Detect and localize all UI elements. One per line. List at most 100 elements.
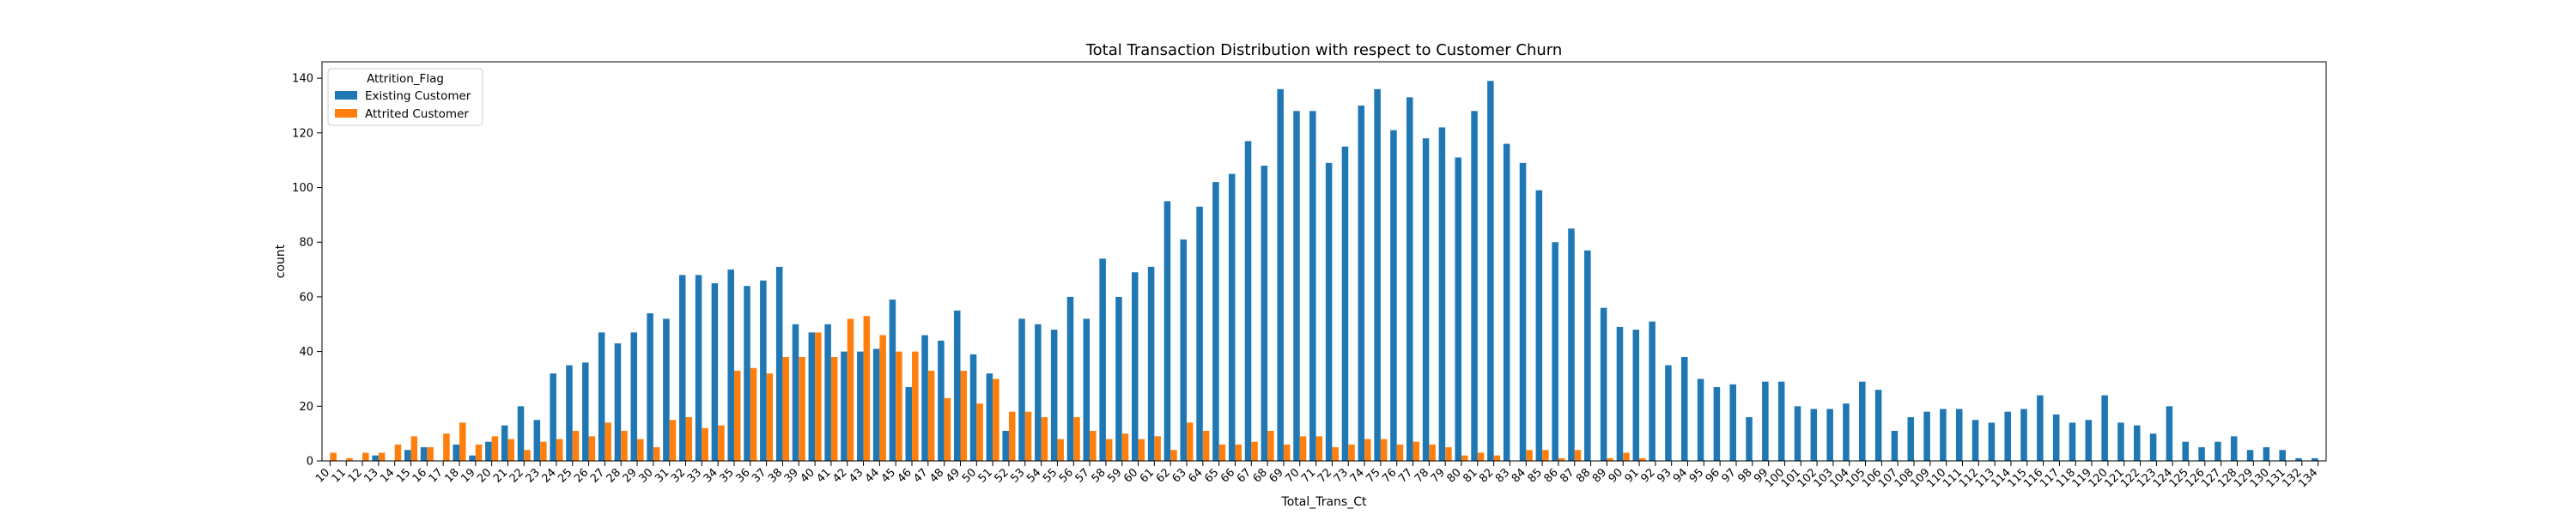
bar-existing-42 bbox=[841, 351, 848, 461]
bar-existing-39 bbox=[792, 324, 799, 461]
bar-existing-69 bbox=[1277, 88, 1284, 462]
y-axis: 0 20 40 60 80 100 120 140 bbox=[292, 73, 322, 469]
bar-existing-121 bbox=[2117, 422, 2124, 461]
bar-attrited-15 bbox=[410, 436, 418, 461]
bar-existing-36 bbox=[744, 286, 750, 461]
x-axis: 1011121314151617181920212223242526272829… bbox=[313, 461, 2320, 490]
bar-existing-99 bbox=[1762, 381, 1769, 461]
bar-attrited-53 bbox=[1024, 411, 1032, 461]
bar-existing-134 bbox=[2312, 457, 2318, 461]
bar-existing-130 bbox=[2263, 447, 2270, 461]
bar-existing-79 bbox=[1438, 127, 1446, 461]
bar-attrited-52 bbox=[1008, 411, 1016, 461]
bar-attrited-36 bbox=[750, 367, 757, 461]
bar-existing-75 bbox=[1374, 88, 1381, 462]
bar-existing-110 bbox=[1940, 409, 1947, 461]
bar-existing-88 bbox=[1584, 250, 1591, 461]
bar-attrited-30 bbox=[653, 447, 660, 461]
bar-existing-90 bbox=[1616, 326, 1624, 461]
bar-existing-102 bbox=[1810, 409, 1818, 461]
bar-attrited-39 bbox=[799, 356, 805, 461]
bar-attrited-44 bbox=[879, 335, 886, 461]
y-tick-label: 20 bbox=[299, 401, 313, 414]
bar-attrited-62 bbox=[1170, 450, 1177, 461]
bar-attrited-81 bbox=[1477, 452, 1485, 461]
bar-existing-43 bbox=[857, 351, 864, 461]
bar-existing-65 bbox=[1212, 182, 1219, 461]
bar-existing-19 bbox=[469, 455, 476, 461]
legend-swatch-attrited bbox=[335, 109, 357, 118]
bar-existing-108 bbox=[1907, 417, 1915, 461]
bar-existing-47 bbox=[921, 335, 928, 461]
bar-attrited-47 bbox=[927, 370, 935, 461]
bar-attrited-31 bbox=[669, 420, 677, 461]
bar-existing-71 bbox=[1309, 111, 1316, 461]
bar-existing-94 bbox=[1680, 356, 1688, 461]
bar-existing-38 bbox=[775, 266, 783, 461]
legend-label-existing: Existing Customer bbox=[365, 89, 471, 103]
bar-attrited-45 bbox=[896, 351, 902, 461]
bar-existing-49 bbox=[953, 310, 961, 461]
bar-existing-62 bbox=[1163, 201, 1171, 461]
bar-attrited-70 bbox=[1299, 436, 1307, 461]
bar-existing-78 bbox=[1422, 138, 1430, 461]
bar-existing-22 bbox=[517, 406, 525, 461]
bar-existing-128 bbox=[2230, 436, 2238, 461]
bar-attrited-91 bbox=[1639, 457, 1646, 461]
bar-existing-46 bbox=[905, 387, 913, 461]
bar-attrited-64 bbox=[1202, 430, 1210, 461]
bar-existing-100 bbox=[1777, 381, 1785, 461]
bar-existing-40 bbox=[808, 332, 816, 461]
bar-existing-32 bbox=[678, 275, 686, 461]
bar-existing-74 bbox=[1358, 105, 1365, 462]
bar-existing-70 bbox=[1293, 111, 1300, 461]
bar-existing-41 bbox=[824, 324, 831, 461]
bar-existing-103 bbox=[1826, 409, 1833, 461]
y-tick-label: 120 bbox=[292, 127, 313, 140]
bar-attrited-33 bbox=[702, 427, 708, 461]
bar-attrited-22 bbox=[524, 450, 531, 461]
bar-attrited-56 bbox=[1073, 417, 1080, 461]
bar-existing-93 bbox=[1665, 365, 1672, 461]
bar-existing-59 bbox=[1115, 296, 1122, 461]
bar-existing-35 bbox=[727, 270, 734, 461]
bar-existing-126 bbox=[2198, 447, 2205, 461]
bar-existing-114 bbox=[2004, 411, 2011, 461]
chart-title: Total Transaction Distribution with resp… bbox=[1085, 41, 1563, 59]
plot-frame bbox=[321, 61, 2327, 462]
bar-existing-27 bbox=[598, 332, 605, 461]
bar-existing-82 bbox=[1487, 81, 1494, 461]
bar-existing-105 bbox=[1859, 381, 1866, 461]
bar-existing-33 bbox=[695, 275, 702, 461]
bar-existing-107 bbox=[1891, 430, 1899, 461]
bar-attrited-80 bbox=[1461, 455, 1468, 461]
x-axis-label: Total_Trans_Ct bbox=[1281, 495, 1367, 509]
bar-existing-31 bbox=[663, 318, 670, 461]
bar-existing-73 bbox=[1341, 146, 1349, 461]
bar-attrited-26 bbox=[588, 436, 596, 461]
bar-existing-45 bbox=[889, 300, 896, 461]
y-tick-label: 140 bbox=[292, 73, 313, 86]
y-tick-label: 60 bbox=[299, 291, 313, 304]
bar-existing-28 bbox=[614, 343, 622, 461]
bar-attrited-32 bbox=[685, 417, 693, 461]
bar-attrited-19 bbox=[475, 444, 483, 461]
bar-attrited-24 bbox=[556, 439, 563, 461]
bar-attrited-34 bbox=[718, 425, 725, 461]
bar-attrited-23 bbox=[540, 441, 547, 461]
y-axis-label: count bbox=[274, 244, 288, 278]
bar-attrited-85 bbox=[1542, 450, 1549, 461]
bar-attrited-42 bbox=[847, 318, 854, 461]
bar-existing-95 bbox=[1697, 379, 1704, 461]
bar-existing-56 bbox=[1066, 296, 1074, 461]
bar-existing-117 bbox=[2052, 414, 2060, 461]
bar-existing-25 bbox=[566, 365, 573, 461]
bar-existing-55 bbox=[1050, 330, 1058, 461]
bar-existing-68 bbox=[1261, 166, 1268, 461]
bar-existing-104 bbox=[1843, 403, 1850, 461]
bar-attrited-21 bbox=[507, 439, 514, 461]
bar-attrited-84 bbox=[1526, 450, 1533, 461]
bar-existing-80 bbox=[1455, 157, 1461, 461]
bar-existing-129 bbox=[2246, 450, 2254, 461]
